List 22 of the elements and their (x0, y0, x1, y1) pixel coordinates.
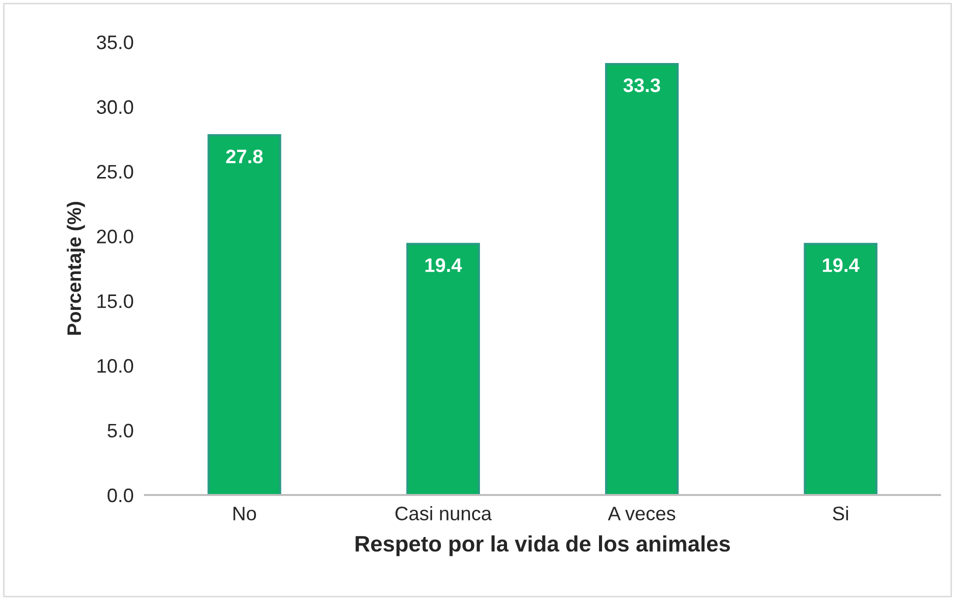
x-tick-label: Casi nunca (395, 506, 492, 520)
y-tick-label: 5.0 (108, 424, 134, 438)
bar (406, 242, 480, 495)
data-label: 19.4 (425, 258, 462, 272)
y-tick-label: 15.0 (98, 294, 134, 308)
data-label: 27.8 (226, 150, 263, 164)
y-tick-label: 35.0 (96, 35, 134, 50)
bar (804, 242, 878, 495)
y-tick-label: 10.0 (98, 359, 134, 373)
y-tick-label: 0.0 (108, 488, 134, 502)
bar (208, 134, 282, 495)
data-label: 19.4 (822, 258, 860, 272)
bar (605, 62, 679, 495)
y-tick-label: 30.0 (96, 100, 134, 114)
x-tick-label: No (234, 506, 256, 520)
y-tick-label: 25.0 (97, 164, 134, 179)
x-axis-title: Respeto por la vida de los animales (356, 535, 730, 556)
data-label: 33.3 (623, 78, 660, 92)
y-tick-label: 20.0 (97, 230, 134, 244)
x-tick-label: Si (832, 506, 848, 520)
x-tick-label: A veces (608, 506, 676, 520)
y-axis-title: Porcentaje (%) (66, 202, 85, 335)
